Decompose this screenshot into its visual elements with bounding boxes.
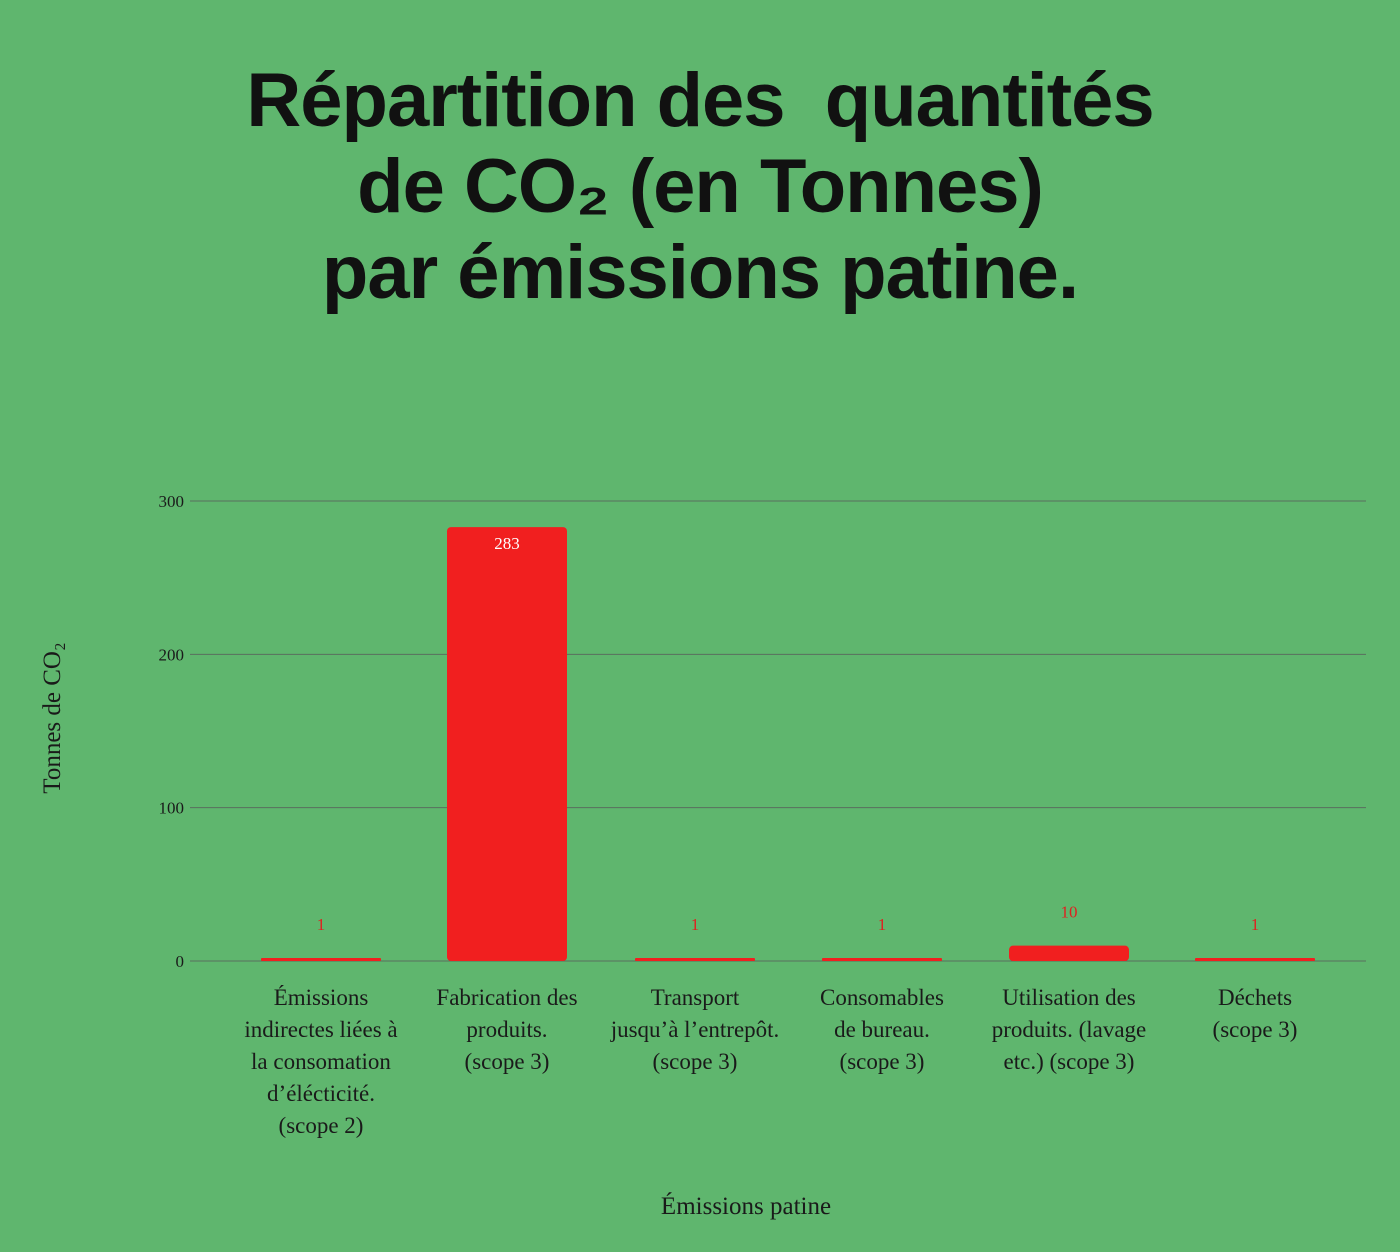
bar-value-label: 1: [691, 915, 700, 934]
category-labels: Émissions indirectes liées à la consomatio…: [244, 985, 1297, 1138]
y-tick-label: 300: [159, 492, 185, 511]
y-tick-label: 100: [159, 799, 185, 818]
x-category-label-line: de bureau.: [834, 1017, 930, 1042]
chart-title-line-1: Répartition des quantités: [246, 58, 1154, 143]
x-category-label-line: d’élécticité.: [267, 1081, 375, 1106]
x-category-label-line: Transport: [651, 985, 740, 1010]
x-category-label-line: la consomation: [251, 1049, 391, 1074]
x-category-label-line: (scope 3): [840, 1049, 925, 1074]
bar: [1195, 958, 1315, 961]
x-category-label-line: etc.) (scope 3): [1004, 1049, 1135, 1074]
x-category-label: Fabrication des produits. (scope 3): [436, 985, 577, 1074]
x-category-label: Transport jusqu’à l’entrepôt. (scope 3): [610, 985, 780, 1074]
bar: [1009, 945, 1129, 961]
y-tick-label: 0: [176, 952, 185, 971]
y-axis-ticks: 0 100 200 300: [159, 492, 185, 971]
y-tick-label: 200: [159, 645, 185, 664]
chart-title-line-3: par émissions patine.: [321, 230, 1079, 315]
x-category-label: Consomables de bureau. (scope 3): [820, 985, 944, 1074]
chart-title: Répartition des quantités de CO₂ (en Ton…: [0, 58, 1400, 316]
bar: [447, 527, 567, 961]
bar-value-label: 10: [1061, 903, 1078, 922]
y-axis-title: Tonnes de CO₂: [39, 642, 66, 793]
x-category-label-line: (scope 3): [1213, 1017, 1298, 1042]
x-category-label-line: (scope 2): [279, 1113, 364, 1138]
x-category-label-line: (scope 3): [465, 1049, 550, 1074]
bar-value-label: 1: [1251, 915, 1260, 934]
chart-title-line-2: de CO₂ (en Tonnes): [357, 144, 1044, 229]
bar-value-label: 283: [494, 534, 520, 553]
bar: [822, 958, 942, 961]
x-category-label-line: produits.: [466, 1017, 547, 1042]
x-category-label-line: jusqu’à l’entrepôt.: [610, 1017, 780, 1042]
x-category-label-line: Utilisation des: [1002, 985, 1136, 1010]
value-labels: 1 283 1 1 10 1: [317, 534, 1260, 934]
x-category-label: Utilisation des produits. (lavage etc.) (s…: [992, 985, 1147, 1074]
x-category-label: Déchets (scope 3): [1213, 985, 1298, 1042]
bar: [261, 958, 381, 961]
x-category-label-line: Déchets: [1218, 985, 1292, 1010]
x-category-label-line: (scope 3): [653, 1049, 738, 1074]
x-category-label-line: Émissions: [274, 985, 369, 1010]
bars: [261, 527, 1315, 961]
x-category-label-line: indirectes liées à: [244, 1017, 397, 1042]
x-category-label-line: produits. (lavage: [992, 1017, 1147, 1042]
x-axis-title: Émissions patine: [661, 1192, 831, 1220]
x-category-label-line: Fabrication des: [436, 985, 577, 1010]
bar: [635, 958, 755, 961]
x-category-label-line: Consomables: [820, 985, 944, 1010]
bar-value-label: 1: [317, 915, 326, 934]
bar-value-label: 1: [878, 915, 887, 934]
gridlines: [190, 500, 1366, 962]
x-category-label: Émissions indirectes liées à la consomatio…: [244, 985, 397, 1138]
